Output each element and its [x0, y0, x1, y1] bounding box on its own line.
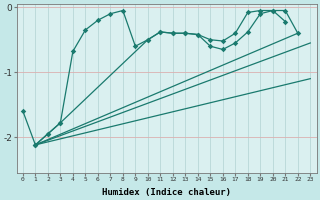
X-axis label: Humidex (Indice chaleur): Humidex (Indice chaleur)	[102, 188, 231, 197]
